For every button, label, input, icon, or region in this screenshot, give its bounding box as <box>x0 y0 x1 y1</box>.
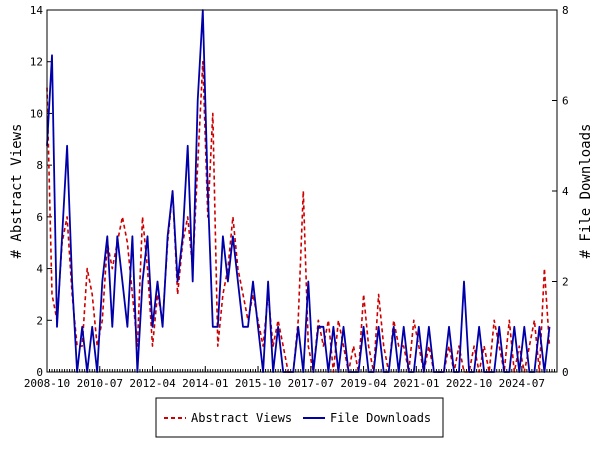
y2-tick-label: 0 <box>562 366 569 379</box>
y2-tick-label: 6 <box>562 95 569 108</box>
x-tick-label: 2017-07 <box>288 377 334 390</box>
x-tick-label: 2015-10 <box>235 377 281 390</box>
y-tick-label: 12 <box>30 56 43 69</box>
legend-box <box>155 397 444 438</box>
legend-label-views: Abstract Views <box>191 411 292 425</box>
x-tick-label: 2014-01 <box>182 377 228 390</box>
y-tick-label: 2 <box>36 314 43 327</box>
y-tick-label: 6 <box>36 211 43 224</box>
series-line-file-downloads <box>46 9 551 373</box>
y-tick-label: 0 <box>36 366 43 379</box>
y-tick-label: 14 <box>30 4 44 17</box>
y2-tick-label: 8 <box>562 4 569 17</box>
x-tick-label: 2008-10 <box>24 377 70 390</box>
y-tick-label: 8 <box>36 159 43 172</box>
x-tick-label: 2022-10 <box>446 377 492 390</box>
x-tick-label: 2012-04 <box>129 377 176 390</box>
x-tick-label: 2024-07 <box>499 377 545 390</box>
y-axis-label: # Abstract Views <box>9 124 25 259</box>
y2-tick-label: 4 <box>562 185 569 198</box>
labels-layer: 2008-10 2010-07 2012-04 2014-01 2015-10 2017-… <box>24 4 569 390</box>
x-tick-label: 2021-01 <box>393 377 439 390</box>
y2-tick-label: 2 <box>562 276 569 289</box>
y-tick-label: 4 <box>36 263 43 276</box>
plot-frame <box>46 9 558 373</box>
y-tick-label: 10 <box>30 107 43 120</box>
legend-label-downloads: File Downloads <box>330 411 431 425</box>
y2-axis-label: # File Downloads <box>578 124 594 259</box>
x-tick-label: 2019-04 <box>340 377 387 390</box>
x-tick-label: 2010-07 <box>77 377 123 390</box>
legend: Abstract Views File Downloads <box>155 397 444 438</box>
